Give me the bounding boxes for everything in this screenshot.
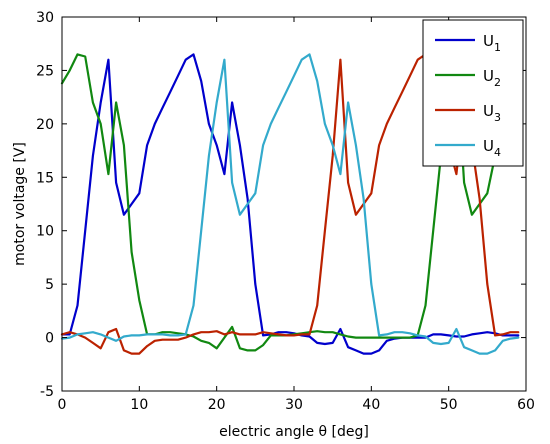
y-tick-label: 0 [45, 331, 54, 347]
legend-label-u1: U1 [483, 32, 501, 54]
x-tick-label: 60 [517, 397, 535, 413]
legend-box [422, 19, 524, 167]
y-axis-label: motor voltage [V] [12, 142, 28, 266]
legend-label-u2: U2 [483, 67, 501, 89]
x-tick-label: 30 [285, 397, 303, 413]
y-tick-label: 10 [36, 224, 54, 240]
y-tick-label: 15 [36, 170, 54, 186]
x-tick-label: 40 [362, 397, 380, 413]
legend-label-u4: U4 [483, 137, 501, 159]
x-axis-label: electric angle θ [deg] [219, 424, 369, 440]
y-tick-label: 20 [36, 117, 54, 133]
x-tick-label: 20 [208, 397, 226, 413]
y-tick-label: 5 [45, 277, 54, 293]
legend-label-subscript: 4 [494, 146, 501, 159]
x-tick-label: 10 [130, 397, 148, 413]
legend-label-u3: U3 [483, 102, 501, 124]
legend-label-subscript: 2 [494, 76, 501, 89]
series-line-u1 [60, 53, 520, 355]
y-tick-label: -5 [40, 384, 54, 400]
y-tick-label: 25 [36, 63, 54, 79]
series-line-u4 [60, 53, 520, 355]
legend-label-subscript: 1 [494, 41, 501, 54]
legend-label-name: U [483, 102, 494, 120]
y-tick-label: 30 [36, 10, 54, 26]
legend-label-name: U [483, 67, 494, 85]
legend-label-subscript: 3 [494, 111, 501, 124]
legend-label-name: U [483, 32, 494, 50]
legend-label-name: U [483, 137, 494, 155]
x-tick-label: 50 [440, 397, 458, 413]
x-tick-label: 0 [58, 397, 67, 413]
plot-frame [61, 16, 527, 392]
